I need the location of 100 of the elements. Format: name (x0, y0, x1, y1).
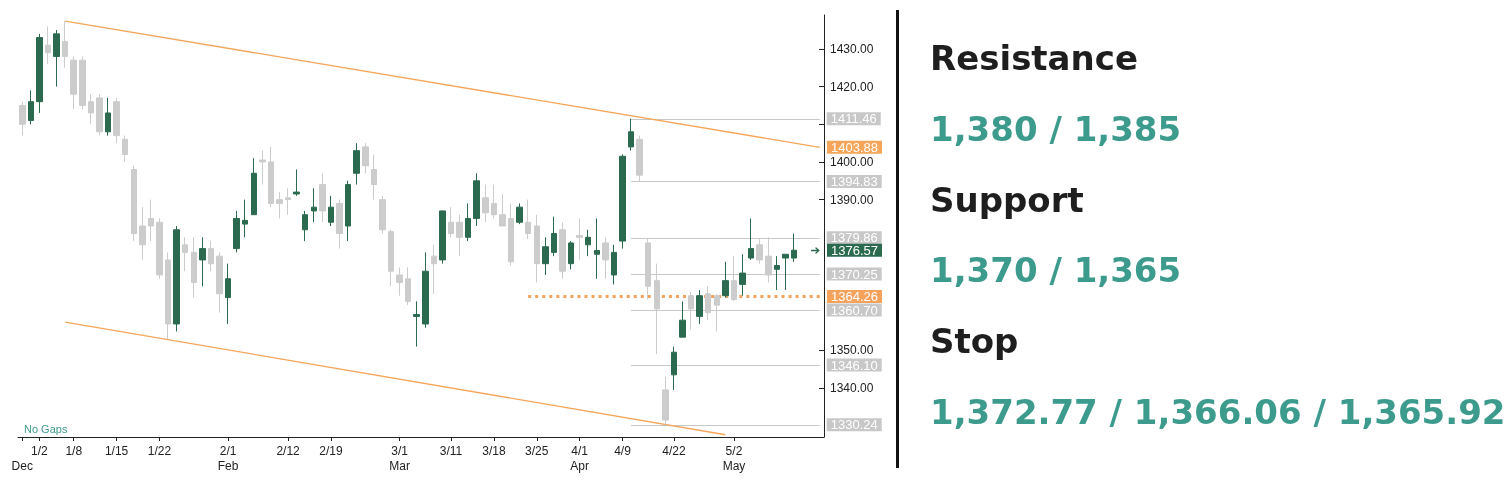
candlestick (88, 93, 94, 125)
y-tick-label: 1420.00 (830, 79, 874, 94)
candlestick (542, 236, 549, 276)
y-tick-label: 1430.00 (830, 41, 874, 56)
text: 1376.57 (831, 242, 878, 258)
candlestick (276, 191, 283, 219)
candlestick (611, 244, 617, 285)
candlestick (353, 142, 360, 186)
candlestick (225, 263, 231, 325)
candlestick (602, 236, 609, 280)
candlestick (28, 89, 34, 125)
x-tick-label: 1/22 (147, 443, 172, 458)
candlestick (345, 180, 351, 242)
y-tick-label: 1340.00 (830, 381, 874, 396)
y-tick-label: 1350.00 (830, 343, 874, 358)
text: 1,372.77 / 1,366.06 / 1,365.92 (930, 391, 1504, 433)
candlestick (251, 157, 257, 216)
candlestick (388, 229, 394, 287)
text: Resistance (930, 37, 1138, 79)
candlestick (551, 216, 557, 257)
candlestick (173, 225, 180, 332)
candlestick (70, 55, 77, 110)
x-tick-label: 3/25 (525, 443, 549, 458)
candlestick (148, 199, 154, 242)
candlestick (336, 199, 343, 250)
candlestick (679, 300, 686, 338)
candlestick (671, 346, 677, 391)
x-tick-label: 2/12 (276, 443, 301, 458)
candlestick (508, 202, 514, 267)
x-tick-label: 1/15 (104, 443, 129, 458)
candlestick (259, 150, 266, 186)
candlestick (405, 266, 411, 306)
candlestick (113, 97, 120, 144)
text: 1,370 / 1,365 (930, 249, 1182, 292)
candlestick (456, 214, 463, 257)
candlestick (285, 187, 291, 216)
candlestick (448, 206, 454, 238)
candlestick (371, 153, 377, 201)
candlestick (525, 199, 531, 240)
candlestick (696, 289, 703, 325)
x-tick-label: Dec (11, 458, 33, 473)
candlestick (619, 153, 626, 250)
candlestick (585, 229, 591, 257)
candlestick (748, 217, 754, 261)
candlestick (774, 255, 780, 291)
candlestick (45, 25, 51, 65)
candlestick (79, 55, 86, 110)
candlestick (491, 184, 497, 219)
candlestick (594, 217, 600, 280)
candlestick (62, 20, 68, 69)
candlestick (139, 206, 146, 261)
x-tick-label: 3/18 (482, 443, 506, 458)
candlestick (534, 214, 540, 284)
candlestick (722, 261, 729, 299)
candlestick (131, 165, 137, 242)
candlestick (328, 195, 334, 227)
x-tick-label: 4/22 (662, 443, 686, 458)
candlestick (473, 172, 480, 227)
candlestick (53, 29, 60, 88)
candlestick (293, 168, 300, 197)
candlestick (379, 195, 386, 235)
candlestick (182, 236, 188, 272)
text: 1,380 / 1,385 (930, 107, 1182, 150)
candlestick (191, 236, 197, 299)
candlestick (576, 217, 583, 261)
candlestick (302, 210, 308, 242)
candlestick (268, 146, 274, 208)
candlestick (396, 266, 403, 297)
candlestick (782, 253, 789, 291)
text: Support (930, 178, 1084, 221)
x-tick-label: 5/2 May (722, 443, 746, 473)
candlestick (431, 244, 437, 295)
candlestick (439, 210, 446, 265)
candlestick (559, 221, 566, 280)
x-tick-label: 4/1 Apr (570, 443, 589, 473)
candlestick (36, 33, 43, 114)
candlestick (165, 251, 171, 340)
text: Stop (930, 320, 1019, 363)
x-tick-label: 1/2 (31, 443, 49, 458)
candlestick (422, 251, 429, 329)
candlestick (516, 202, 523, 225)
candlestick (739, 253, 746, 297)
x-tick-label: 2/19 (319, 443, 343, 458)
x-tick-label: 1/8 (65, 443, 83, 458)
candlestick (362, 142, 369, 174)
annotation: No Gaps (24, 423, 68, 435)
x-tick-label: 2/1 Feb (217, 443, 239, 473)
candlestick (242, 199, 248, 238)
candlestick (319, 172, 326, 223)
candlestick (19, 101, 26, 137)
candlestick (216, 251, 223, 314)
data-label: 1364.26 (831, 289, 878, 305)
candlestick (122, 135, 128, 163)
candlestick (156, 217, 163, 280)
candlestick (628, 118, 634, 152)
candlestick (499, 193, 506, 227)
candlestick (233, 210, 240, 253)
candlestick (208, 240, 214, 272)
candlestick (105, 97, 111, 137)
candlestick (791, 233, 797, 263)
